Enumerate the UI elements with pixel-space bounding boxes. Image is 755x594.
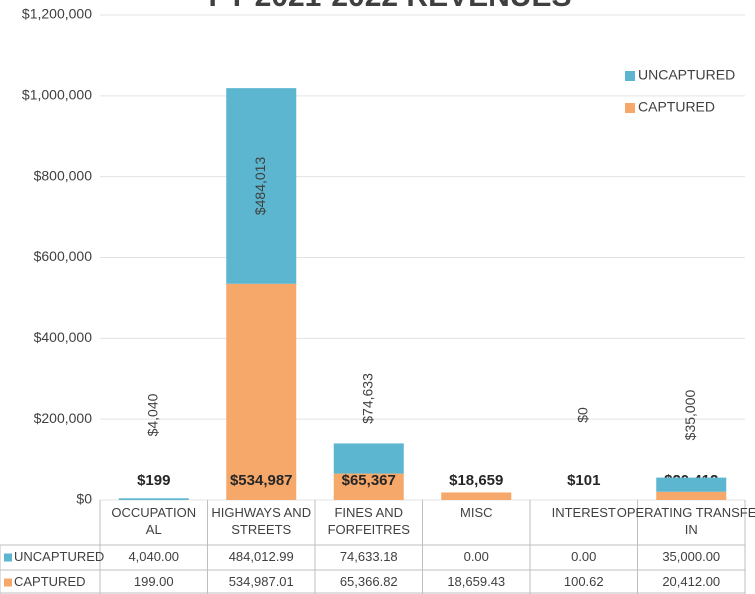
data-label: $18,659 [449,472,503,489]
legend-swatch [625,103,635,113]
data-label: $0 [574,407,590,423]
table-cell: 0.00 [464,549,489,564]
data-label: $484,013 [252,157,268,216]
data-label: $101 [567,472,600,489]
y-tick-label: $400,000 [34,329,93,345]
table-cell: 20,412.00 [662,574,720,589]
bar-segment [226,283,297,500]
legend-label: UNCAPTURED [638,67,735,83]
x-tick-label: INTEREST [552,505,616,520]
data-label: $74,633 [359,373,375,424]
legend-swatch [4,553,12,562]
x-tick-label: FINES AND FORFEITRES [328,505,411,537]
table-cell: 35,000.00 [662,549,720,564]
y-tick-label: $800,000 [34,167,93,183]
bar-segment [333,473,404,500]
table-cell: 4,040.00 [128,549,179,564]
x-tick-label: MISC [460,505,493,520]
table-cell: 100.62 [564,574,604,589]
table-cell: 484,012.99 [229,549,294,564]
table-cell: 0.00 [571,549,596,564]
data-label: $534,987 [230,472,293,489]
table-cell: 18,659.43 [447,574,505,589]
table-row-label: CAPTURED [14,574,86,589]
data-label: $65,367 [342,472,396,489]
table-cell: 199.00 [134,574,174,589]
bar-segment [656,491,727,500]
table-cell: 534,987.01 [229,574,294,589]
table-row-label: UNCAPTURED [14,549,104,564]
bar-segment [118,498,189,500]
x-tick-label: OCCUPATION AL [111,505,196,537]
data-label: $35,000 [682,389,698,440]
chart-title: FY 2021-2022 REVENUES [209,0,572,13]
y-tick-label: $600,000 [34,248,93,264]
table-cell: 74,633.18 [340,549,398,564]
y-tick-label: $200,000 [34,410,93,426]
data-label: $199 [137,472,170,489]
bar-segment [656,477,727,492]
y-tick-label: $1,200,000 [22,6,92,22]
x-tick-label: HIGHWAYS AND STREETS [211,505,311,537]
legend-swatch [4,578,12,587]
table-cell: 65,366.82 [340,574,398,589]
bar-segment [441,492,512,500]
y-tick-label: $1,000,000 [22,87,92,103]
legend-label: CAPTURED [638,99,715,115]
bar-segment [226,88,297,284]
data-label: $4,040 [144,393,160,436]
y-tick-label: $0 [76,491,92,507]
legend-swatch [625,71,635,81]
bar-segment [333,443,404,474]
x-tick-label: OPERATING TRANSFER IN [617,505,755,537]
